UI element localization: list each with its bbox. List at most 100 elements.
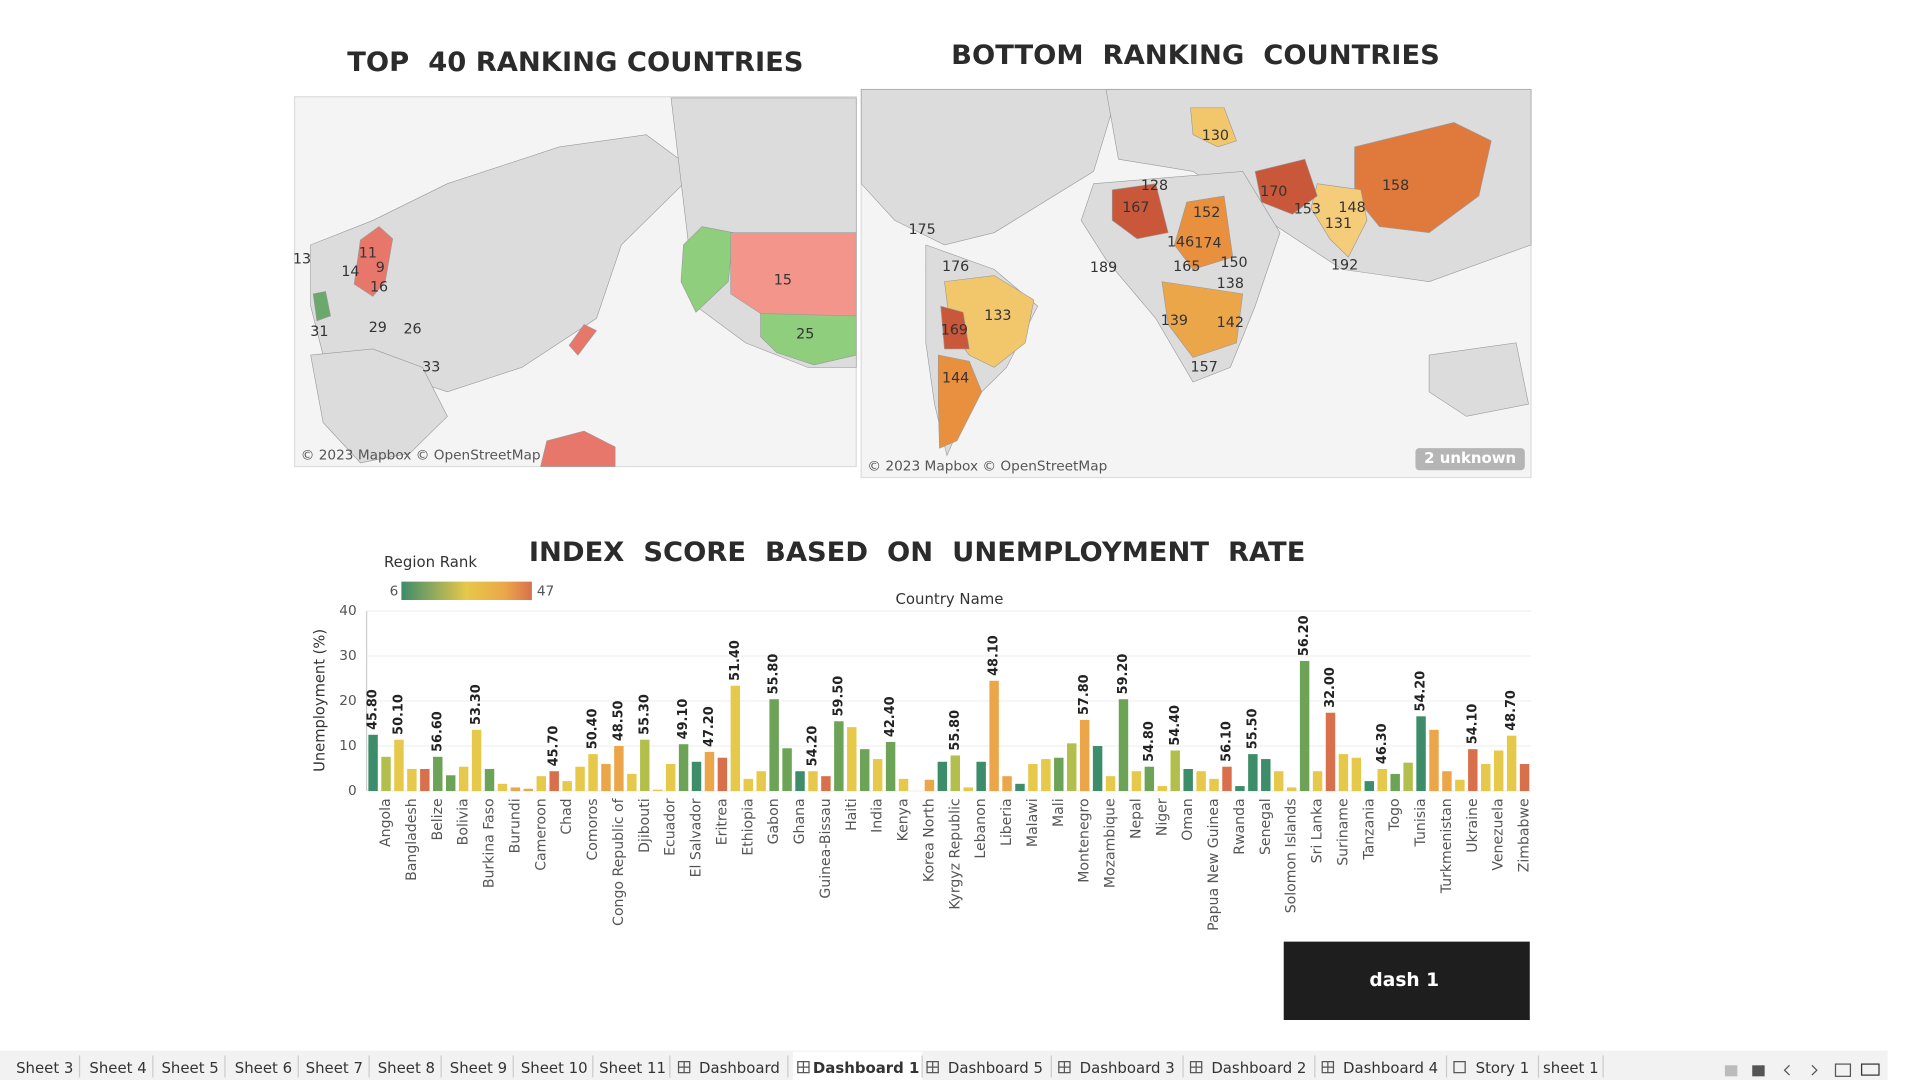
tab-label[interactable]: Dashboard 3 (1080, 1060, 1175, 1077)
icon[interactable] (1752, 1065, 1765, 1077)
x-tick-label: Niger (1154, 798, 1170, 836)
tab[interactable]: Sheet 3 (16, 1055, 81, 1078)
button-bg[interactable] (1283, 941, 1530, 1020)
tab-label[interactable]: Dashboard 5 (948, 1060, 1043, 1077)
rank-label: 133 (984, 308, 1011, 324)
tab[interactable]: Sheet 5 (161, 1055, 226, 1078)
bar (1390, 773, 1400, 792)
x-tick-label: Mozambique (1102, 798, 1118, 888)
bar (458, 766, 469, 792)
bar (691, 761, 702, 792)
bar (1209, 778, 1219, 792)
rank-label: 176 (942, 259, 969, 275)
tab-label[interactable]: Sheet 5 (161, 1060, 218, 1077)
score-label: 47.20 (702, 706, 717, 747)
x-tick-label: El Salvador (688, 798, 704, 877)
tab[interactable]: Sheet 7 (306, 1055, 370, 1078)
tab-icon[interactable] (797, 1061, 810, 1073)
tab-icon[interactable] (1190, 1061, 1202, 1073)
bar (1286, 787, 1297, 792)
rank-label: 11 (359, 246, 377, 262)
tab-label[interactable]: Sheet 9 (450, 1060, 507, 1077)
score-label: 53.30 (469, 684, 484, 725)
land (540, 430, 616, 467)
button-label[interactable]: dash 1 (1369, 970, 1439, 991)
rank-label: 148 (1338, 200, 1365, 216)
tab-icon[interactable] (1453, 1061, 1466, 1074)
bar (1442, 771, 1452, 792)
tab[interactable]: Sheet 8 (378, 1055, 442, 1078)
tab-label[interactable]: sheet 1 (1543, 1060, 1599, 1077)
tab[interactable]: Sheet 11 (599, 1055, 671, 1078)
x-tick-label: Nepal (1128, 798, 1144, 839)
map-title: BOTTOM RANKING COUNTRIES (951, 40, 1440, 71)
unknown-label[interactable]: 2 unknown (1424, 450, 1516, 467)
tab-label[interactable]: Dashboard 1 (813, 1060, 919, 1077)
icon[interactable] (1860, 1063, 1880, 1076)
tab-icon[interactable] (1322, 1061, 1334, 1073)
rank-label: 139 (1161, 313, 1188, 329)
bar (652, 789, 663, 792)
bar (1429, 729, 1439, 792)
tab-label[interactable]: Dashboard 4 (1343, 1060, 1438, 1077)
tab-label[interactable]: Sheet 7 (306, 1060, 363, 1077)
bar (769, 699, 779, 792)
tab-icon[interactable] (678, 1061, 690, 1073)
x-tick-label: Rwanda (1232, 798, 1248, 854)
bar (433, 756, 443, 792)
icon[interactable] (1834, 1063, 1852, 1077)
tab[interactable]: Story 1 (1453, 1055, 1540, 1078)
tab[interactable]: Dashboard 2 (1189, 1055, 1316, 1078)
dash-button[interactable]: dash 1 (1283, 941, 1530, 1020)
icon[interactable] (1783, 1064, 1818, 1076)
x-tick-label: Turkmenistan (1439, 798, 1455, 894)
tab-icon[interactable] (927, 1061, 939, 1073)
bar (1261, 759, 1271, 792)
bar (1468, 749, 1478, 792)
tab-label[interactable]: Dashboard 2 (1211, 1060, 1306, 1077)
rank-label: 29 (369, 320, 387, 336)
tab-label[interactable]: Sheet 11 (599, 1060, 666, 1077)
bar (1041, 759, 1051, 792)
tab-label[interactable]: Sheet 4 (89, 1060, 146, 1077)
tab-label[interactable]: Dashboard (699, 1060, 780, 1077)
tab[interactable]: Dashboard 5 (926, 1055, 1052, 1078)
bar (795, 771, 805, 792)
tab-icon[interactable] (1058, 1061, 1070, 1073)
tab[interactable]: Sheet 6 (235, 1055, 299, 1078)
icon[interactable] (1724, 1065, 1738, 1077)
tab-label[interactable]: Sheet 6 (235, 1060, 292, 1077)
chart-title: INDEX SCORE BASED ON UNEMPLOYMENT RATE (529, 537, 1306, 568)
x-tick-label: Sri Lanka (1309, 798, 1325, 863)
bar (704, 751, 715, 792)
land (1161, 281, 1244, 358)
rank-label: 170 (1260, 184, 1287, 200)
tab-label[interactable]: Story 1 (1476, 1060, 1530, 1077)
rank-label: 138 (1217, 276, 1244, 292)
bar (549, 771, 559, 792)
rank-label: 26 (403, 321, 421, 337)
y-tick-label: 20 (339, 693, 356, 709)
rank-label: 150 (1220, 255, 1247, 271)
bar (1118, 699, 1129, 792)
tab-label[interactable]: Sheet 8 (378, 1060, 435, 1077)
tab[interactable]: Dashboard (677, 1055, 789, 1078)
tab[interactable]: Dashboard 4 (1321, 1055, 1448, 1078)
x-tick-label: Kenya (895, 798, 911, 841)
unknown-badge[interactable] (1415, 448, 1525, 471)
bar (898, 778, 909, 792)
tab[interactable]: Dashboard 1 (792, 1051, 923, 1080)
tab[interactable]: Dashboard 3 (1058, 1055, 1184, 1078)
rank-label: 157 (1191, 359, 1218, 375)
tab-label[interactable]: Sheet 3 (16, 1060, 73, 1077)
tab[interactable]: sheet 1 (1543, 1055, 1604, 1078)
bar (640, 739, 650, 792)
tab-active-bg[interactable] (792, 1051, 923, 1080)
bar (782, 748, 792, 792)
tab[interactable]: Sheet 10 (521, 1055, 594, 1078)
tab[interactable]: Sheet 4 (89, 1055, 154, 1078)
rank-label: 128 (1141, 178, 1168, 194)
tab[interactable]: Sheet 9 (450, 1055, 514, 1078)
tab-label[interactable]: Sheet 10 (521, 1060, 588, 1077)
